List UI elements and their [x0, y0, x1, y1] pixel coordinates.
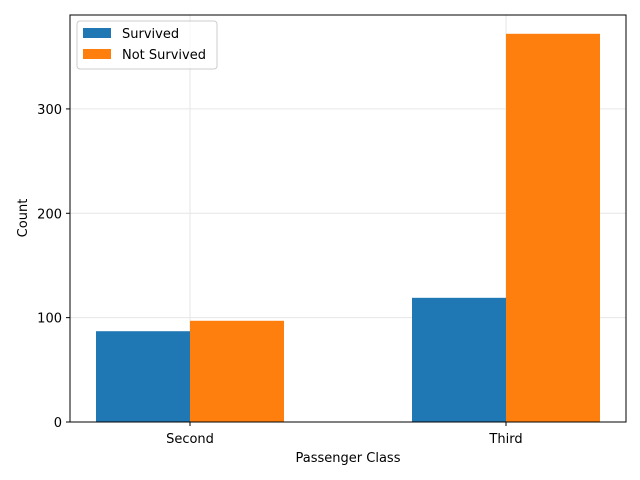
x-tick-label-third: Third [488, 432, 522, 447]
axis-ticks: 0 100 200 300 Second Third [37, 103, 522, 447]
legend-swatch-not-survived [83, 49, 111, 59]
y-tick-label: 200 [37, 207, 62, 222]
plot-frame [69, 14, 627, 423]
bar-survived-third [412, 297, 506, 422]
y-tick-label: 100 [37, 312, 62, 327]
x-axis-label: Passenger Class [296, 451, 401, 466]
bar-not-survived-third [506, 33, 600, 423]
legend: Survived Not Survived [76, 20, 218, 70]
y-tick-label: 300 [37, 103, 62, 118]
y-tick-label: 0 [54, 416, 62, 431]
bar-survived-second [96, 331, 190, 422]
legend-box [76, 20, 218, 70]
bars [96, 33, 600, 423]
y-axis-label: Count [16, 199, 31, 238]
legend-label-survived: Survived [122, 27, 179, 42]
legend-label-not-survived: Not Survived [122, 48, 206, 63]
legend-swatch-survived [83, 28, 111, 38]
x-tick-label-second: Second [166, 432, 214, 447]
bar-not-survived-second [190, 320, 284, 422]
